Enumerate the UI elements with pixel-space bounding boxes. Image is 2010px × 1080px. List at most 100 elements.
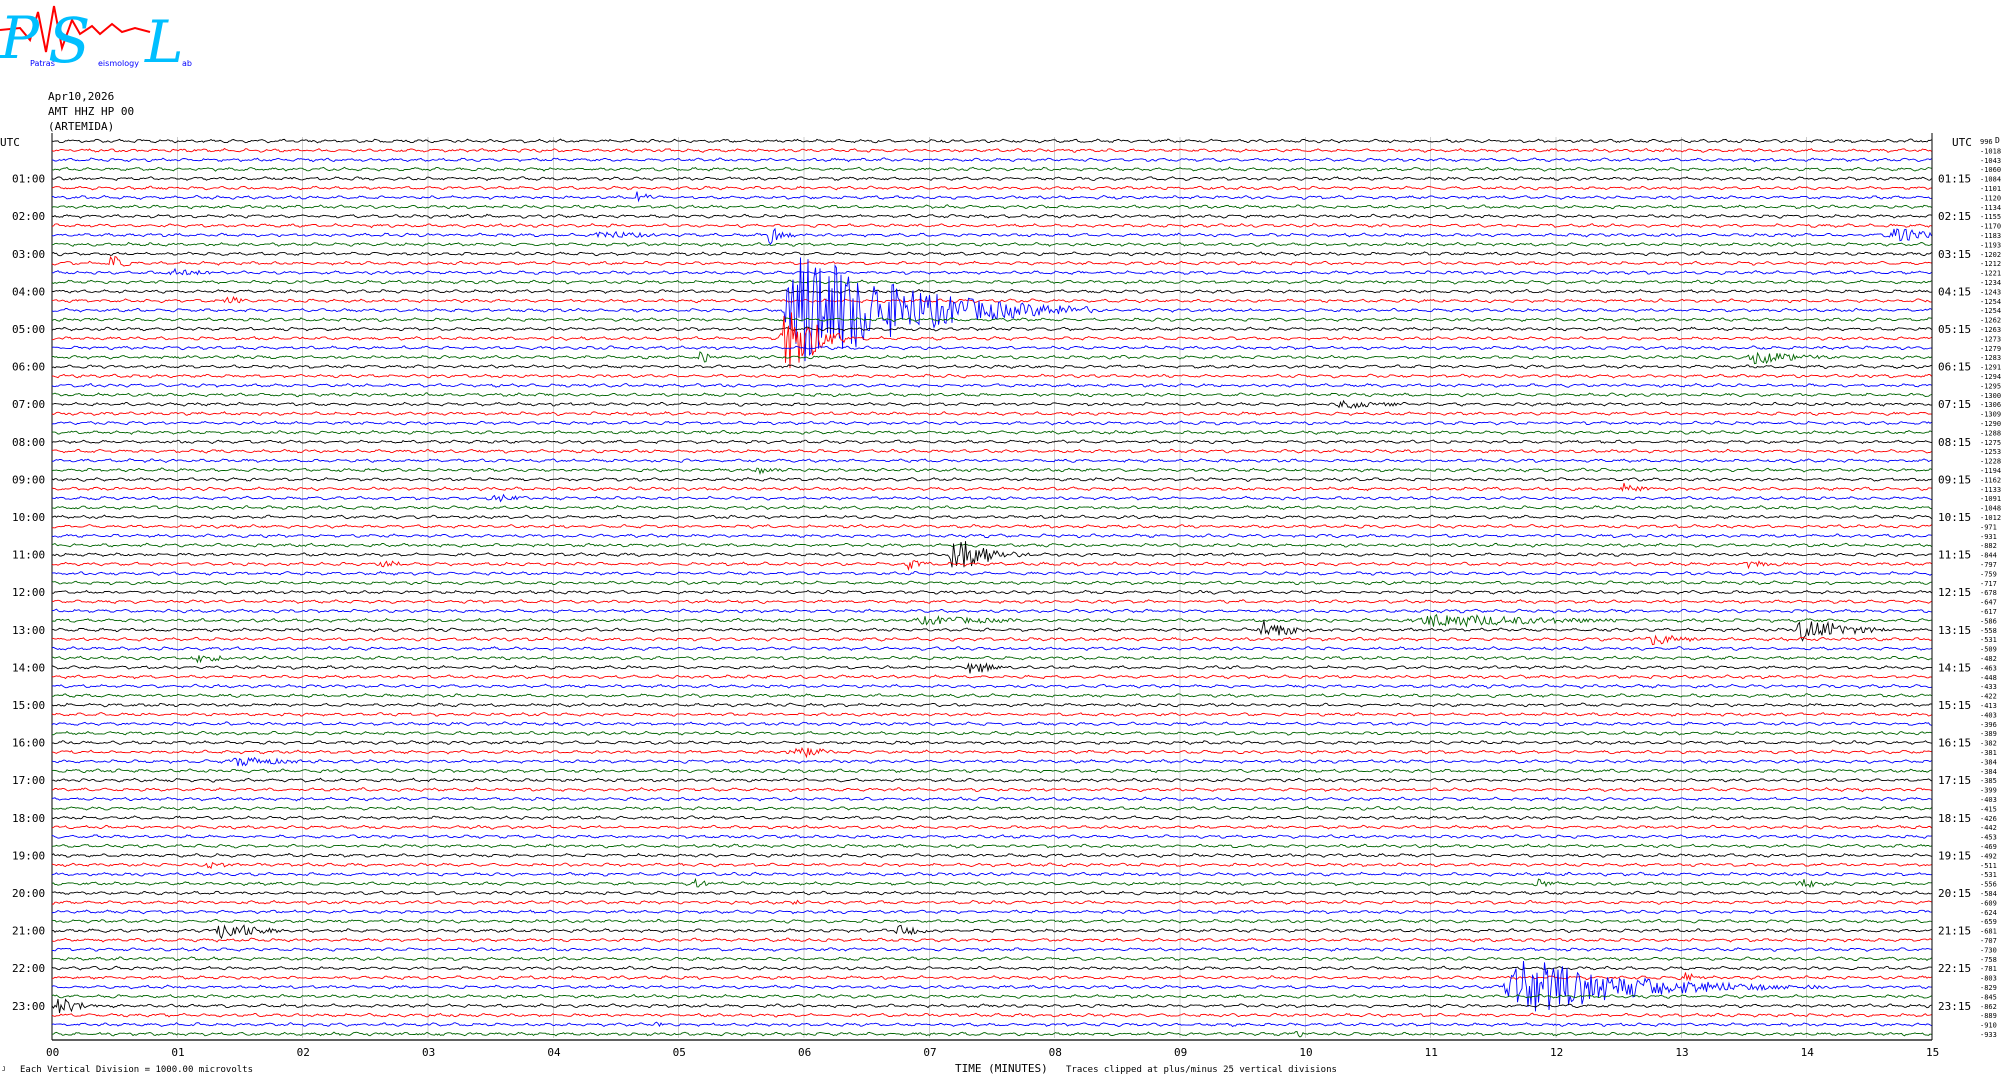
right-time-label: 16:15 <box>1938 737 1971 750</box>
trace-line <box>51 712 1932 717</box>
x-tick-label: 14 <box>1801 1046 1815 1059</box>
x-tick-label: 07 <box>923 1046 936 1059</box>
trace-line <box>51 730 1932 736</box>
trace-line <box>51 420 1932 426</box>
left-time-label: 17:00 <box>12 774 45 787</box>
x-tick-label: 01 <box>171 1046 184 1059</box>
trace-line <box>51 345 1932 351</box>
right-time-label: 07:15 <box>1938 398 1971 411</box>
right-time-label: 02:15 <box>1938 210 1971 223</box>
left-time-label: 05:00 <box>12 323 45 336</box>
dc-offset-label: -531 <box>1980 871 1997 879</box>
trace-line <box>51 448 1932 454</box>
dc-offset-label: -829 <box>1980 984 1997 992</box>
dc-offset-label: -844 <box>1980 552 1997 560</box>
left-time-label: 19:00 <box>12 849 45 862</box>
footer-tiny-mark: J <box>2 1066 6 1073</box>
trace-line <box>51 746 1932 759</box>
dc-offset-label: -1300 <box>1980 392 2001 400</box>
dc-offset-label: -931 <box>1980 533 1997 541</box>
x-tick-label: 05 <box>673 1046 686 1059</box>
trace-line <box>51 439 1932 445</box>
trace-line <box>51 541 1932 568</box>
dc-offset-label: -681 <box>1980 928 1997 936</box>
dc-offset-label: -384 <box>1980 768 1997 776</box>
trace-line <box>51 176 1932 182</box>
trace-line <box>51 542 1932 548</box>
x-axis-title: TIME (MINUTES) <box>955 1062 1048 1075</box>
x-tick-label: 10 <box>1299 1046 1312 1059</box>
header-date: Apr10,2026 <box>48 90 115 103</box>
trace-line <box>52 620 1932 642</box>
right-time-label: 04:15 <box>1938 285 1971 298</box>
right-time-label: 23:15 <box>1938 1000 1971 1013</box>
trace-line <box>51 279 1932 285</box>
trace-line <box>51 241 1932 247</box>
dc-offset-label: -659 <box>1980 918 1997 926</box>
right-time-label: 14:15 <box>1938 661 1971 674</box>
dc-offset-label: -1290 <box>1980 420 2001 428</box>
dc-offset-label: -1101 <box>1980 185 2001 193</box>
left-time-label: 06:00 <box>12 361 45 374</box>
left-time-label: 03:00 <box>12 248 45 261</box>
right-time-label: 22:15 <box>1938 962 1971 975</box>
trace-line <box>51 993 1932 999</box>
dc-offset-label: -413 <box>1980 702 1997 710</box>
dc-offset-label: -759 <box>1980 570 1997 578</box>
trace-line <box>51 493 1932 503</box>
dc-offset-label: -469 <box>1980 843 1997 851</box>
dc-offset-label: -758 <box>1980 956 1997 964</box>
dc-offset-label: -586 <box>1980 617 1997 625</box>
trace-line <box>51 482 1932 493</box>
trace-line <box>51 834 1932 840</box>
trace-line <box>52 946 1932 952</box>
dc-offset-label: -433 <box>1980 683 1997 691</box>
left-time-label: 10:00 <box>12 511 45 524</box>
dc-offset-label: -1155 <box>1980 213 2001 221</box>
trace-line <box>51 1021 1932 1028</box>
right-time-label: 20:15 <box>1938 887 1971 900</box>
dc-offset-label: -678 <box>1980 589 1997 597</box>
dc-offset-label: -403 <box>1980 711 1997 719</box>
left-time-label: 23:00 <box>12 1000 45 1013</box>
dc-offset-label: -1295 <box>1980 382 2001 390</box>
dc-offset-label: -1012 <box>1980 514 2001 522</box>
trace-line <box>51 467 1932 475</box>
dc-offset-label: -717 <box>1980 580 1997 588</box>
left-time-label: 08:00 <box>12 436 45 449</box>
dc-offset-label: -1183 <box>1980 232 2001 240</box>
dc-offset-label: -730 <box>1980 946 1997 954</box>
trace-line <box>51 399 1932 409</box>
dc-offset-label: -910 <box>1980 1022 1997 1030</box>
dc-offset-label: -385 <box>1980 777 1997 785</box>
right-time-label: 10:15 <box>1938 511 1971 524</box>
dc-offset-label: -862 <box>1980 1003 1997 1011</box>
trace-line <box>51 227 1932 245</box>
dc-offset-label: -1279 <box>1980 345 2001 353</box>
dc-offset-label: -1309 <box>1980 411 2001 419</box>
dc-offset-label: -403 <box>1980 796 1997 804</box>
dc-offset-label: -617 <box>1980 608 1997 616</box>
trace-line <box>51 608 1932 614</box>
trace-line <box>51 312 1932 369</box>
left-time-label: 18:00 <box>12 812 45 825</box>
trace-line <box>51 877 1932 889</box>
dc-offset-label: -1120 <box>1980 194 2001 202</box>
trace-line <box>51 157 1932 163</box>
dc-offset-label: -1254 <box>1980 307 2001 315</box>
header-station: (ARTEMIDA) <box>48 120 115 133</box>
dc-offset-label: 996 <box>1980 138 1993 146</box>
x-tick-label: 06 <box>798 1046 811 1059</box>
dc-offset-label: -1228 <box>1980 458 2001 466</box>
trace-line <box>51 824 1932 830</box>
trace-line <box>51 702 1932 708</box>
left-time-label: 15:00 <box>12 699 45 712</box>
dc-offset-label: -1133 <box>1980 486 2001 494</box>
dc-offset-label: -1291 <box>1980 364 2001 372</box>
right-time-label: 11:15 <box>1938 549 1971 562</box>
dc-offset-label: -399 <box>1980 787 1997 795</box>
dc-offset-label: -624 <box>1980 909 1997 917</box>
trace-line <box>51 295 1932 304</box>
right-time-label: 06:15 <box>1938 361 1971 374</box>
trace-line <box>51 740 1932 746</box>
